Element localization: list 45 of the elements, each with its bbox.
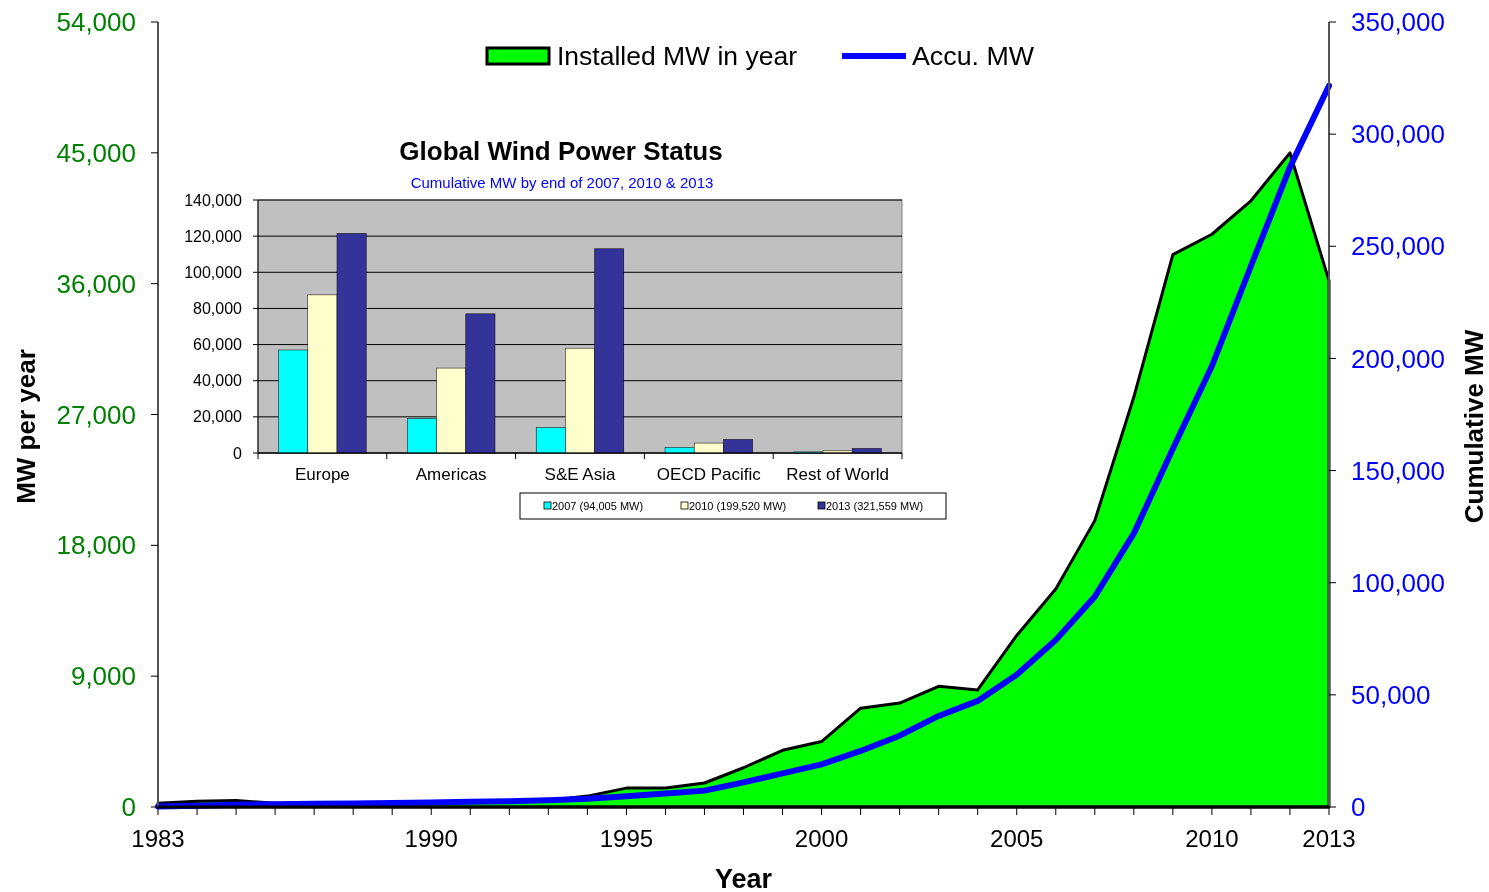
x-tick-label: 2000 [794, 825, 849, 852]
y-tick-label: 60,000 [193, 336, 243, 354]
y2-axis-title: Cumulative MW [1459, 329, 1489, 524]
y-tick-label: 27,000 [56, 399, 136, 430]
y-tick-label: 80,000 [193, 300, 243, 318]
legend-label: Accu. MW [912, 41, 1035, 72]
x-tick-label: 1995 [599, 825, 654, 852]
y-tick-label: 40,000 [193, 372, 243, 390]
x-tick-label: OECD Pacific [656, 465, 762, 484]
legend-label: 2010 (199,520 MW) [689, 499, 787, 512]
y-tick-label: 0 [233, 444, 243, 462]
y2-tick-label: 50,000 [1351, 679, 1431, 710]
x-tick-label: Americas [415, 465, 487, 484]
legend-label: 2007 (94,005 MW) [552, 499, 644, 512]
y-tick-label: 120,000 [184, 227, 243, 245]
y2-tick-label: 100,000 [1351, 567, 1445, 598]
y2-tick-label: 0 [1351, 792, 1366, 823]
x-tick-label: 2013 [1302, 825, 1356, 852]
chart-subtitle: Cumulative MW by end of 2007, 2010 & 2013 [410, 174, 714, 191]
y-tick-label: 36,000 [56, 268, 136, 299]
y-tick-label: 9,000 [70, 661, 136, 692]
x-tick-label: 2010 [1185, 825, 1239, 852]
y2-tick-label: 200,000 [1351, 343, 1445, 374]
y2-tick-label: 350,000 [1351, 7, 1445, 38]
y-tick-label: 0 [121, 792, 136, 823]
y-axis-title: MW per year [11, 349, 41, 504]
chart-title: Global Wind Power Status [399, 136, 723, 166]
legend-label: 2013 (321,559 MW) [826, 499, 924, 512]
y-tick-label: 140,000 [184, 191, 243, 209]
y-tick-label: 100,000 [184, 263, 243, 281]
x-tick-label: Europe [294, 465, 350, 484]
x-tick-label: 2005 [990, 825, 1044, 852]
y-tick-label: 20,000 [193, 408, 243, 426]
legend-label: Installed MW in year [557, 41, 798, 72]
y2-tick-label: 150,000 [1351, 455, 1445, 486]
x-tick-label: 1983 [131, 825, 185, 852]
y2-tick-label: 250,000 [1351, 231, 1445, 262]
x-axis-title: Year [714, 864, 773, 892]
x-tick-label: S&E Asia [544, 465, 616, 484]
y2-tick-label: 300,000 [1351, 119, 1445, 150]
x-tick-label: 1990 [404, 825, 458, 852]
y-tick-label: 45,000 [56, 137, 136, 168]
x-tick-label: Rest of World [786, 465, 889, 484]
y-tick-label: 18,000 [56, 530, 136, 561]
y-tick-label: 54,000 [56, 7, 136, 38]
